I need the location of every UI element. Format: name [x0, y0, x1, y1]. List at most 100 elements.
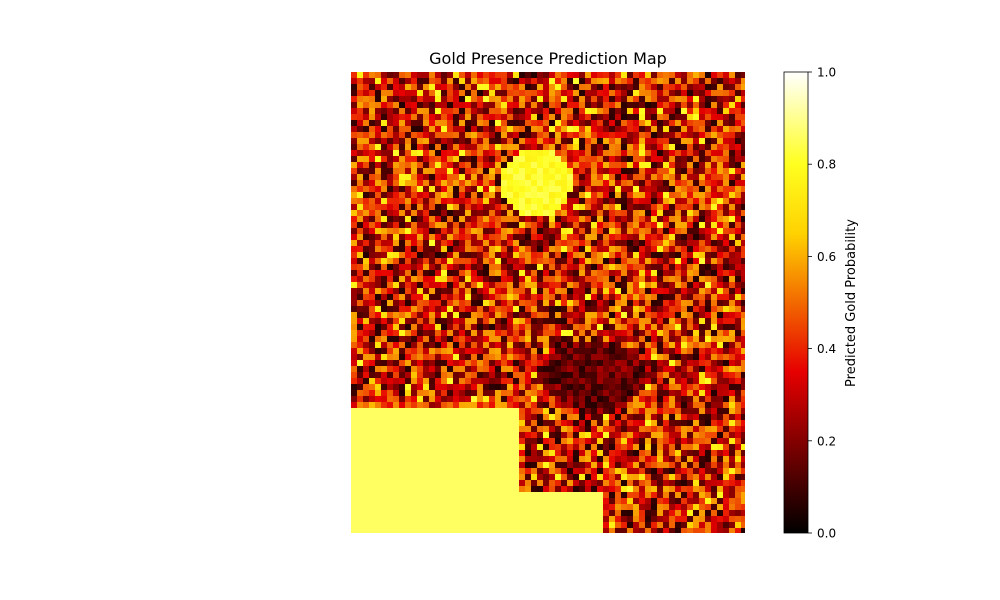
heatmap-cell — [441, 72, 448, 79]
heatmap-cell — [387, 498, 394, 505]
heatmap-cell — [741, 294, 745, 301]
heatmap-cell — [567, 204, 574, 211]
heatmap-cell — [447, 336, 454, 343]
heatmap-cell — [453, 408, 460, 415]
heatmap-cell — [465, 198, 472, 205]
heatmap-cell — [651, 78, 658, 85]
heatmap-cell — [417, 480, 424, 487]
heatmap-cell — [633, 156, 640, 163]
heatmap-cell — [501, 318, 508, 325]
heatmap-cell — [543, 498, 550, 505]
heatmap-cell — [405, 174, 412, 181]
heatmap-cell — [519, 78, 526, 85]
heatmap-cell — [615, 198, 622, 205]
heatmap-cell — [543, 342, 550, 349]
heatmap-cell — [549, 282, 556, 289]
heatmap-cell — [435, 306, 442, 313]
heatmap-cell — [699, 282, 706, 289]
heatmap-cell — [435, 162, 442, 169]
heatmap-cell — [621, 258, 628, 265]
heatmap-cell — [465, 360, 472, 367]
heatmap-cell — [513, 414, 520, 421]
heatmap-cell — [729, 330, 736, 337]
heatmap-cell — [447, 192, 454, 199]
heatmap-cell — [585, 432, 592, 439]
heatmap-cell — [375, 498, 382, 505]
heatmap-cell — [591, 408, 598, 415]
heatmap-cell — [537, 438, 544, 445]
heatmap-cell — [423, 294, 430, 301]
heatmap-cell — [477, 420, 484, 427]
heatmap-cell — [585, 210, 592, 217]
heatmap-cell — [645, 444, 652, 451]
heatmap-cell — [477, 114, 484, 121]
heatmap-cell — [513, 504, 520, 511]
heatmap-cell — [363, 90, 370, 97]
heatmap-cell — [483, 420, 490, 427]
heatmap-cell — [495, 480, 502, 487]
heatmap-cell — [603, 414, 610, 421]
heatmap-cell — [441, 162, 448, 169]
heatmap-cell — [699, 198, 706, 205]
heatmap-cell — [687, 96, 694, 103]
heatmap-cell — [351, 204, 358, 211]
heatmap-cell — [453, 486, 460, 493]
heatmap-cell — [609, 204, 616, 211]
heatmap-cell — [489, 156, 496, 163]
heatmap-cell — [711, 492, 718, 499]
heatmap-cell — [399, 276, 406, 283]
heatmap-cell — [645, 414, 652, 421]
heatmap-cell — [675, 264, 682, 271]
heatmap-cell — [387, 474, 394, 481]
heatmap-cell — [699, 180, 706, 187]
heatmap-cell — [687, 258, 694, 265]
heatmap-cell — [471, 180, 478, 187]
heatmap-cell — [369, 504, 376, 511]
heatmap-cell — [489, 288, 496, 295]
heatmap-cell — [435, 150, 442, 157]
heatmap-cell — [369, 330, 376, 337]
heatmap-cell — [537, 168, 544, 175]
heatmap-cell — [669, 126, 676, 133]
heatmap-cell — [579, 468, 586, 475]
heatmap-cell — [729, 216, 736, 223]
heatmap-cell — [519, 300, 526, 307]
heatmap-cell — [381, 84, 388, 91]
heatmap-cell — [441, 324, 448, 331]
heatmap-cell — [465, 300, 472, 307]
heatmap-cell — [729, 360, 736, 367]
heatmap-cell — [459, 258, 466, 265]
heatmap-cell — [573, 270, 580, 277]
heatmap-cell — [711, 474, 718, 481]
heatmap-cell — [675, 210, 682, 217]
heatmap-cell — [351, 522, 358, 529]
heatmap-cell — [591, 300, 598, 307]
heatmap-cell — [513, 96, 520, 103]
heatmap-cell — [405, 90, 412, 97]
heatmap-cell — [423, 186, 430, 193]
heatmap-cell — [729, 294, 736, 301]
heatmap-cell — [351, 498, 358, 505]
heatmap-cell — [429, 276, 436, 283]
heatmap-cell — [663, 126, 670, 133]
heatmap-cell — [669, 330, 676, 337]
heatmap-cell — [597, 486, 604, 493]
heatmap-cell — [357, 414, 364, 421]
heatmap-cell — [573, 336, 580, 343]
heatmap-cell — [579, 108, 586, 115]
heatmap-cell — [687, 150, 694, 157]
heatmap-cell — [435, 396, 442, 403]
heatmap-cell — [447, 348, 454, 355]
heatmap-cell — [393, 426, 400, 433]
heatmap-cell — [537, 156, 544, 163]
heatmap-cell — [519, 192, 526, 199]
heatmap-cell — [393, 192, 400, 199]
heatmap-cell — [651, 408, 658, 415]
heatmap-cell — [447, 276, 454, 283]
heatmap-cell — [375, 252, 382, 259]
heatmap-cell — [615, 240, 622, 247]
heatmap-cell — [693, 360, 700, 367]
heatmap-cell — [489, 300, 496, 307]
heatmap-cell — [393, 120, 400, 127]
heatmap-cell — [681, 348, 688, 355]
